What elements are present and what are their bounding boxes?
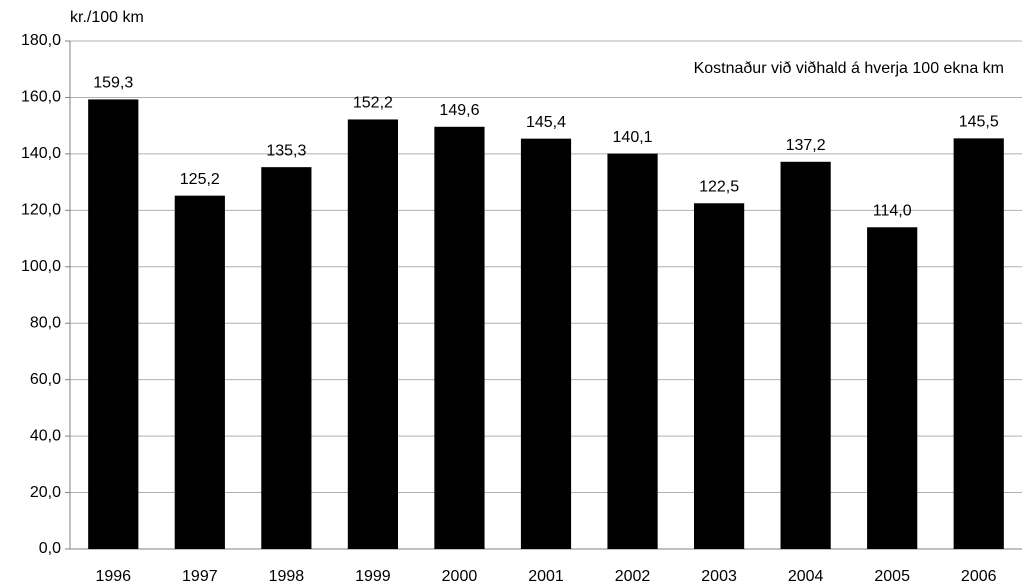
bar xyxy=(607,153,658,549)
bar xyxy=(520,138,572,549)
value-label: 140,1 xyxy=(613,129,653,146)
y-tick-label: 180,0 xyxy=(21,32,61,49)
y-tick-label: 120,0 xyxy=(21,202,61,219)
y-tick-label: 80,0 xyxy=(30,314,61,331)
bar xyxy=(780,161,831,549)
x-tick-label: 2001 xyxy=(528,568,564,585)
value-label: 137,2 xyxy=(786,137,826,154)
y-tick-label: 40,0 xyxy=(30,427,61,444)
value-label: 122,5 xyxy=(699,178,739,195)
value-label: 145,5 xyxy=(959,114,999,131)
value-label: 135,3 xyxy=(266,142,306,159)
y-tick-label: 100,0 xyxy=(21,258,61,275)
x-tick-label: 2000 xyxy=(442,568,478,585)
bar xyxy=(88,99,139,550)
x-tick-label: 1998 xyxy=(269,568,305,585)
y-tick-label: 20,0 xyxy=(30,484,61,501)
value-label: 149,6 xyxy=(439,102,479,119)
y-tick-label: 160,0 xyxy=(21,89,61,106)
x-tick-label: 2002 xyxy=(615,568,651,585)
x-tick-label: 2004 xyxy=(788,568,824,585)
x-tick-label: 2005 xyxy=(874,568,910,585)
value-label: 159,3 xyxy=(93,75,133,92)
y-tick-label: 0,0 xyxy=(39,540,61,557)
bar xyxy=(174,195,225,549)
bar xyxy=(953,138,1004,549)
x-tick-label: 2003 xyxy=(701,568,737,585)
bar xyxy=(434,126,485,549)
bar xyxy=(693,203,745,549)
x-tick-label: 1999 xyxy=(355,568,391,585)
y-tick-label: 140,0 xyxy=(21,145,61,162)
bar xyxy=(261,167,312,550)
value-label: 125,2 xyxy=(180,171,220,188)
value-label: 145,4 xyxy=(526,114,566,131)
y-axis-label: kr./100 km xyxy=(70,9,144,26)
y-tick-label: 60,0 xyxy=(30,371,61,388)
value-label: 114,0 xyxy=(873,202,912,219)
value-label: 152,2 xyxy=(353,95,393,112)
x-tick-label: 1997 xyxy=(182,568,218,585)
annotation: Kostnaður við viðhald á hverja 100 ekna … xyxy=(694,60,1004,77)
x-tick-label: 2006 xyxy=(961,568,997,585)
x-tick-label: 1996 xyxy=(95,568,131,585)
bar xyxy=(867,227,918,549)
bar xyxy=(347,119,399,550)
